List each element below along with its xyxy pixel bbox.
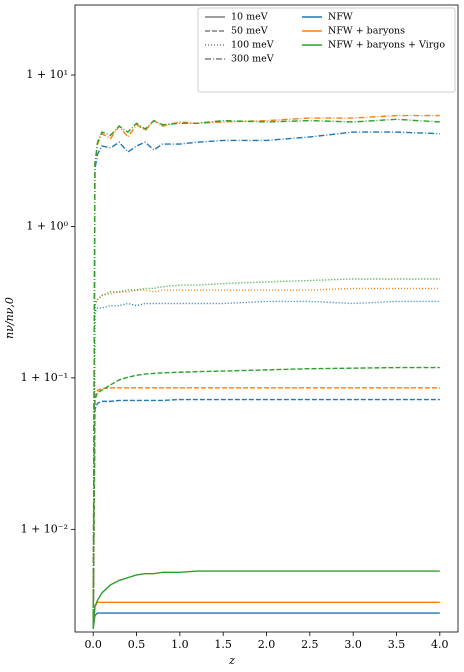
legend: 10 meV 50 meV 100 meV 300 meV NFW NFW + baryo… <box>197 7 456 93</box>
y-tick-label: 1 + 10⁻² <box>21 522 68 535</box>
x-tick-label: 0.5 <box>128 638 146 651</box>
axes-frame <box>74 4 459 633</box>
line <box>92 114 440 629</box>
x-tick-label: 1.5 <box>214 638 232 651</box>
line <box>92 601 440 629</box>
legend-label: 50 meV <box>231 26 268 37</box>
line <box>92 287 440 629</box>
legend-label: 10 meV <box>231 12 268 23</box>
x-tick-label: 3.0 <box>344 638 362 651</box>
x-axis-label: z <box>228 654 235 667</box>
y-tick-label: 1 + 10¹ <box>26 68 68 81</box>
x-tick-label: 2.5 <box>301 638 319 651</box>
y-axis-label: nν/nν,0 <box>3 297 16 339</box>
x-tick-label: 4.0 <box>431 638 449 651</box>
line <box>92 570 440 629</box>
legend-label: NFW + baryons <box>328 26 405 37</box>
line <box>92 612 440 630</box>
line <box>92 131 440 629</box>
line <box>92 366 440 629</box>
y-tick-label: 1 + 10⁻¹ <box>21 371 68 384</box>
line <box>92 387 440 629</box>
line <box>92 118 440 629</box>
x-tick-label: 1.0 <box>171 638 189 651</box>
line <box>92 398 440 629</box>
legend-label: 100 meV <box>231 40 274 51</box>
line <box>92 278 440 629</box>
x-tick-label: 2.0 <box>258 638 276 651</box>
y-tick-label: 1 + 10⁰ <box>26 219 68 232</box>
legend-label: NFW + baryons + Virgo <box>328 40 445 51</box>
legend-box <box>197 7 456 93</box>
line <box>92 300 440 629</box>
legend-label: 300 meV <box>231 54 274 65</box>
legend-label: NFW <box>328 12 353 23</box>
x-tick-label: 3.5 <box>388 638 406 651</box>
x-tick-label: 0.0 <box>84 638 102 651</box>
plot-area <box>92 114 440 630</box>
